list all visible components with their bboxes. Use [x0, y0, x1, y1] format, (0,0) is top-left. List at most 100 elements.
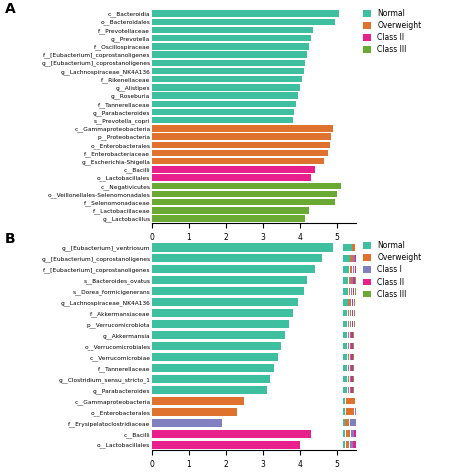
Bar: [343, 244, 352, 251]
Bar: [347, 354, 349, 360]
Bar: [352, 299, 354, 306]
Bar: [347, 375, 349, 383]
Bar: [152, 150, 328, 156]
Bar: [353, 288, 354, 294]
Bar: [357, 266, 358, 273]
Legend: Normal, Overweight, Class I, Class II, Class III: Normal, Overweight, Class I, Class II, C…: [364, 241, 421, 299]
Bar: [360, 419, 363, 426]
Bar: [353, 266, 354, 273]
Bar: [152, 100, 296, 107]
Bar: [152, 18, 335, 25]
Bar: [350, 266, 352, 273]
Bar: [152, 243, 333, 252]
Bar: [352, 310, 353, 317]
Bar: [152, 440, 300, 449]
Bar: [350, 441, 353, 448]
Bar: [361, 398, 366, 404]
Bar: [347, 386, 349, 393]
Bar: [152, 191, 337, 197]
Bar: [152, 76, 302, 82]
Bar: [152, 364, 274, 372]
Bar: [343, 332, 347, 338]
Bar: [346, 398, 356, 404]
Bar: [349, 288, 350, 294]
Bar: [350, 321, 351, 328]
Bar: [357, 419, 360, 426]
Legend: Normal, Overweight, Class II, Class III: Normal, Overweight, Class II, Class III: [364, 9, 421, 54]
Bar: [358, 255, 359, 262]
Bar: [353, 332, 355, 338]
Bar: [343, 354, 347, 360]
Bar: [353, 365, 355, 371]
Bar: [152, 419, 222, 427]
Bar: [152, 265, 315, 273]
Bar: [355, 409, 358, 415]
Bar: [343, 255, 350, 262]
Bar: [351, 375, 353, 383]
Bar: [351, 277, 353, 283]
Bar: [349, 354, 351, 360]
Bar: [152, 207, 309, 214]
Bar: [152, 125, 333, 132]
Bar: [347, 343, 349, 349]
Bar: [152, 35, 311, 41]
Bar: [152, 60, 305, 66]
Bar: [352, 244, 356, 251]
Bar: [152, 320, 289, 328]
Bar: [152, 117, 292, 123]
Bar: [353, 354, 355, 360]
Bar: [349, 365, 351, 371]
Bar: [365, 409, 368, 415]
Bar: [346, 441, 349, 448]
Bar: [152, 309, 292, 318]
X-axis label: LDA score: LDA score: [231, 247, 276, 256]
Bar: [355, 266, 356, 273]
Bar: [348, 310, 349, 317]
Bar: [152, 342, 282, 350]
Bar: [349, 419, 356, 426]
Bar: [152, 142, 329, 148]
Bar: [355, 288, 356, 294]
Bar: [152, 92, 298, 99]
Bar: [349, 277, 351, 283]
Bar: [152, 174, 311, 181]
Bar: [347, 365, 349, 371]
Bar: [343, 277, 348, 283]
Bar: [367, 398, 371, 404]
Bar: [152, 374, 270, 383]
Bar: [343, 321, 347, 328]
Bar: [355, 277, 356, 283]
Bar: [343, 441, 345, 448]
Bar: [359, 409, 364, 415]
Bar: [351, 343, 353, 349]
Bar: [152, 182, 341, 189]
Bar: [152, 386, 266, 394]
Bar: [343, 409, 346, 415]
Bar: [343, 386, 347, 393]
Bar: [152, 158, 324, 164]
Bar: [343, 288, 348, 294]
Bar: [354, 299, 355, 306]
Bar: [350, 255, 353, 262]
Bar: [343, 419, 345, 426]
Bar: [351, 365, 353, 371]
Bar: [349, 332, 351, 338]
Bar: [346, 409, 354, 415]
Bar: [349, 386, 351, 393]
Bar: [343, 365, 347, 371]
Bar: [351, 332, 353, 338]
Bar: [366, 430, 369, 437]
Bar: [152, 10, 339, 17]
Bar: [358, 244, 361, 251]
Bar: [152, 216, 305, 222]
Bar: [343, 310, 347, 317]
Bar: [354, 430, 365, 437]
Bar: [152, 51, 307, 58]
Bar: [152, 166, 315, 173]
Text: A: A: [5, 2, 16, 17]
Bar: [351, 288, 352, 294]
Bar: [152, 199, 335, 205]
Bar: [356, 255, 357, 262]
Bar: [361, 244, 363, 251]
Text: B: B: [5, 232, 15, 246]
